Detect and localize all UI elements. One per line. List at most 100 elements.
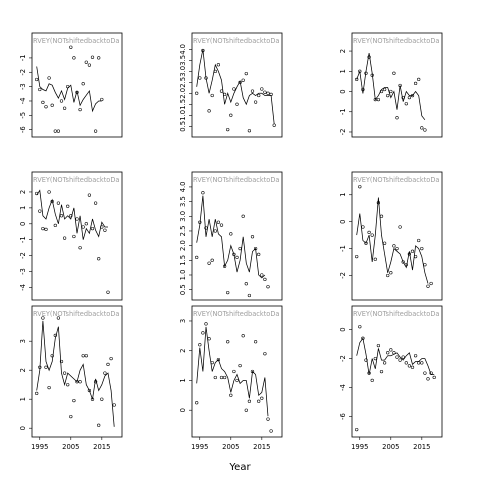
y-tick-label: 0 (339, 327, 347, 331)
data-point (72, 398, 76, 403)
panel-title: RVEY(NOTshiftedbacktoDa (193, 37, 279, 45)
data-point (389, 348, 393, 352)
data-point (213, 69, 217, 74)
y-tick-label: -6 (339, 413, 347, 420)
data-point (90, 397, 95, 401)
data-point (53, 129, 57, 133)
data-point (376, 201, 381, 205)
y-tick-label: 2.0 (179, 240, 187, 251)
data-point (401, 260, 405, 264)
data-point (69, 214, 73, 218)
data-point (413, 81, 418, 86)
data-point (75, 217, 79, 221)
data-point (404, 102, 408, 106)
y-tick-label: 2 (19, 190, 27, 194)
data-point (226, 127, 230, 132)
data-point (386, 93, 390, 98)
data-point (426, 284, 430, 288)
data-point (379, 89, 384, 94)
data-point (235, 102, 239, 106)
data-point (417, 77, 421, 82)
data-point (247, 293, 252, 298)
y-tick-label: 0 (19, 426, 27, 430)
data-point (370, 233, 374, 237)
panel-title: RVEY(NOTshiftedbacktoDa (353, 37, 439, 45)
data-point (195, 91, 199, 95)
data-point (219, 375, 224, 380)
data-point (386, 351, 390, 355)
panel-frame (31, 32, 123, 138)
data-point (62, 106, 67, 110)
panel-title: RVEY(NOTshiftedbacktoDa (33, 176, 119, 184)
data-point (204, 322, 208, 326)
data-point (417, 361, 421, 365)
y-tick-label: -3 (19, 268, 27, 275)
data-point (413, 354, 418, 358)
y-tick-label: 2.5 (179, 226, 187, 237)
data-point (72, 234, 76, 239)
data-point (410, 249, 415, 253)
data-point (367, 230, 371, 235)
data-point (207, 261, 211, 265)
data-point (69, 45, 73, 49)
panel-title: RVEY(NOTshiftedbacktoDa (33, 310, 119, 318)
data-point (417, 238, 421, 243)
data-point (355, 427, 359, 432)
data-point (78, 107, 82, 112)
data-point (266, 417, 270, 421)
data-point (244, 71, 248, 76)
y-tick-label: 1.5 (179, 99, 187, 110)
data-point (229, 393, 233, 397)
data-point (198, 220, 202, 224)
data-point (210, 360, 214, 365)
data-point (35, 191, 39, 196)
y-tick-label: 2.5 (179, 77, 187, 88)
x-tick-label: 1995 (191, 443, 208, 451)
data-point (59, 214, 64, 218)
data-point (207, 109, 211, 113)
data-point (358, 325, 362, 329)
y-tick-label: 2.0 (179, 88, 187, 99)
data-point (78, 246, 82, 250)
data-point (201, 48, 205, 53)
data-point (81, 225, 85, 229)
panel-frame (31, 305, 123, 438)
data-point (386, 273, 390, 278)
data-point (358, 185, 362, 189)
data-point (78, 380, 82, 384)
facet-panel: RVEY(NOTshiftedbacktoDa -4 -3 -2 -1 0 1 2 (19, 171, 123, 301)
data-point (398, 225, 402, 229)
trend-line (36, 320, 115, 427)
data-point (413, 254, 418, 259)
data-point (364, 358, 368, 362)
y-tick-label: 3.0 (179, 211, 187, 222)
trend-line (196, 195, 266, 279)
data-point (207, 337, 211, 341)
data-point (66, 84, 70, 89)
data-point (407, 364, 412, 368)
data-point (395, 116, 399, 120)
y-tick-label: 3.5 (179, 55, 187, 66)
data-point (410, 93, 415, 98)
data-point (404, 361, 408, 365)
data-point (229, 232, 233, 236)
data-point (244, 282, 248, 286)
data-point (59, 99, 64, 103)
trend-line (36, 66, 102, 113)
data-point (75, 380, 79, 384)
trend-line (196, 49, 275, 125)
data-point (420, 361, 424, 365)
x-tick-label: 2015 (253, 443, 270, 451)
data-point (379, 214, 384, 218)
panel-frame (191, 171, 283, 301)
data-point (93, 380, 98, 384)
data-point (35, 391, 39, 396)
data-point (90, 55, 95, 59)
data-point (269, 92, 273, 97)
data-point (44, 365, 48, 369)
data-point (198, 76, 202, 80)
data-point (410, 365, 415, 369)
x-tick-label: 1995 (31, 443, 48, 451)
x-tick-label: 2005 (382, 443, 399, 451)
data-point (219, 89, 224, 93)
